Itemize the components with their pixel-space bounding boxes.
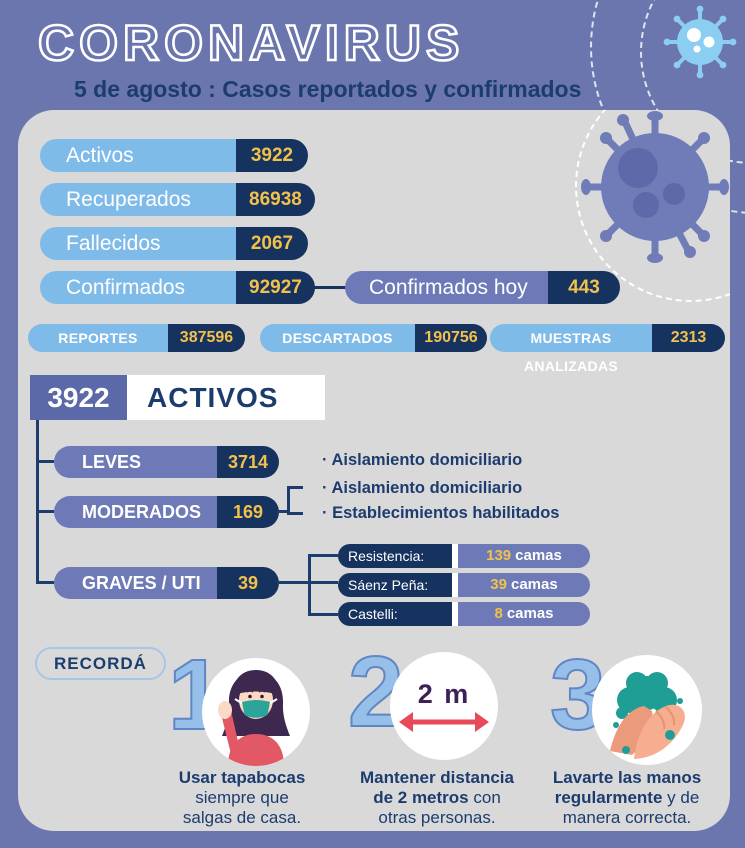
hospital-beds: 8 camas <box>458 602 590 626</box>
caption-line: siempre que <box>195 788 289 807</box>
summary-row-activos: Activos 3922 <box>40 139 308 172</box>
bracket-line <box>308 554 338 557</box>
stat-reportes: REPORTES 387596 <box>28 324 245 352</box>
summary-row-fallecidos: Fallecidos 2067 <box>40 227 308 260</box>
caption-rest: con <box>468 788 501 807</box>
leves-note: · Aislamiento domiciliario <box>322 451 523 469</box>
bracket-line <box>308 613 338 616</box>
caption-2: Mantener distancia de 2 metros con otras… <box>337 768 537 828</box>
hospital-name: Castelli: <box>338 602 452 626</box>
stat-label: REPORTES <box>28 324 168 352</box>
hospital-name: Sáenz Peña: <box>338 573 452 597</box>
summary-row-confirmados: Confirmados 92927 <box>40 271 315 304</box>
moderados-note-2: · Establecimientos habilitados <box>322 504 560 522</box>
confirmados-hoy-row: Confirmados hoy 443 <box>345 271 620 304</box>
branch-value: 3714 <box>217 446 279 478</box>
summary-row-recuperados: Recuperados 86938 <box>40 183 315 216</box>
summary-value: 2067 <box>236 227 308 260</box>
bracket-line <box>287 486 303 489</box>
summary-label: Activos <box>40 139 236 172</box>
summary-value: 86938 <box>236 183 315 216</box>
double-arrow-icon <box>399 711 489 732</box>
virus-icon-small <box>660 2 740 82</box>
bracket-line <box>287 512 303 515</box>
connector-line <box>305 286 347 289</box>
stat-label: MUESTRAS ANALIZADAS <box>490 324 652 374</box>
caption-rest: y de <box>662 788 700 807</box>
stat-value: 2313 <box>652 324 725 352</box>
branch-graves: GRAVES / UTI 39 <box>54 567 279 599</box>
caption-line: otras personas. <box>378 808 496 827</box>
branch-label: LEVES <box>54 446 217 478</box>
distance-label: 2 m <box>417 678 471 709</box>
summary-label: Recuperados <box>40 183 236 216</box>
activos-title: ACTIVOS <box>127 375 325 420</box>
stat-label: DESCARTADOS <box>260 324 415 352</box>
hospital-beds: 39 camas <box>458 573 590 597</box>
branch-value: 169 <box>217 496 279 528</box>
page-title: CORONAVIRUS <box>37 14 465 73</box>
beds-unit: camas <box>515 547 562 564</box>
beds-count: 39 <box>490 576 507 593</box>
moderados-note-1: · Aislamiento domiciliario <box>322 479 523 497</box>
summary-value: 92927 <box>236 271 315 304</box>
caption-bold: regularmente <box>554 788 663 807</box>
distance-illustration: 2 m <box>390 652 498 760</box>
branch-value: 39 <box>217 567 279 599</box>
stat-muestras: MUESTRAS ANALIZADAS 2313 <box>490 324 725 374</box>
woman-mask-illustration <box>202 658 310 766</box>
confirmados-hoy-value: 443 <box>548 271 620 304</box>
bracket-line <box>277 510 289 513</box>
bracket-line <box>308 554 311 616</box>
caption-line: de 2 metros con <box>337 788 537 808</box>
caption-bold: Lavarte las manos <box>552 768 702 787</box>
branch-label: MODERADOS <box>54 496 217 528</box>
caption-line: regularmente y de <box>527 788 727 808</box>
branch-moderados: MODERADOS 169 <box>54 496 279 528</box>
beds-count: 139 <box>486 547 512 564</box>
tree-trunk <box>36 420 39 583</box>
virus-icon-large <box>570 110 730 275</box>
divider <box>452 544 458 568</box>
branch-leves: LEVES 3714 <box>54 446 279 478</box>
hospital-row-resistencia: Resistencia: 139 camas <box>338 544 590 568</box>
beds-unit: camas <box>506 605 554 622</box>
divider <box>452 573 458 597</box>
stat-value: 190756 <box>415 324 487 352</box>
hospital-row-saenz-pena: Sáenz Peña: 39 camas <box>338 573 590 597</box>
stat-value: 387596 <box>168 324 245 352</box>
summary-value: 3922 <box>236 139 308 172</box>
hospital-row-castelli: Castelli: 8 camas <box>338 602 590 626</box>
stat-descartados: DESCARTADOS 190756 <box>260 324 487 352</box>
page-subtitle: 5 de agosto : Casos reportados y confirm… <box>74 76 582 102</box>
caption-3: Lavarte las manos regularmente y de mane… <box>527 768 727 828</box>
summary-label: Fallecidos <box>40 227 236 260</box>
caption-bold: de 2 metros <box>373 788 469 807</box>
hospital-name: Resistencia: <box>338 544 452 568</box>
tree-stub-moderados <box>36 510 54 513</box>
confirmados-hoy-label: Confirmados hoy <box>345 271 548 304</box>
recorda-badge: RECORDÁ <box>35 647 166 680</box>
hospital-beds: 139 camas <box>458 544 590 568</box>
caption-1: Usar tapabocas siempre que salgas de cas… <box>142 768 342 828</box>
beds-unit: camas <box>510 576 558 593</box>
bracket-line <box>277 581 338 584</box>
caption-bold: Usar tapabocas <box>178 768 306 787</box>
tree-stub-leves <box>36 460 54 463</box>
branch-label: GRAVES / UTI <box>54 567 217 599</box>
summary-label: Confirmados <box>40 271 236 304</box>
handwash-illustration <box>592 655 702 765</box>
divider <box>452 602 458 626</box>
beds-count: 8 <box>494 605 503 622</box>
caption-bold: Mantener distancia <box>360 768 514 787</box>
caption-line: salgas de casa. <box>182 808 302 827</box>
caption-line: manera correcta. <box>562 808 692 827</box>
activos-count: 3922 <box>30 375 127 420</box>
bracket-line <box>287 486 290 515</box>
tree-stub-graves <box>36 581 54 584</box>
